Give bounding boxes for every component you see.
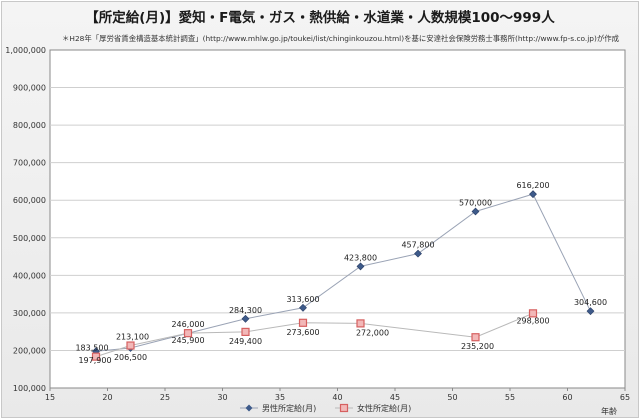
x-tick-label: 25 — [160, 393, 170, 402]
y-tick-label: 300,000 — [13, 309, 46, 318]
female-data-label: 273,600 — [286, 328, 319, 337]
female-data-point — [298, 318, 308, 327]
male-data-label: 570,000 — [459, 198, 492, 207]
y-tick-label: 800,000 — [13, 121, 46, 130]
x-tick-label: 45 — [390, 393, 400, 402]
female-data-point — [126, 341, 135, 350]
male-data-point — [586, 307, 595, 316]
x-tick-label: 35 — [275, 393, 285, 402]
chart-source-note: ＊H28年「厚労省賃金構造基本統計調査」(http://www.mhlw.go.… — [62, 34, 620, 43]
male-data-point — [414, 249, 422, 258]
female-series-line — [95, 312, 534, 358]
female-data-label: 272,000 — [356, 328, 389, 337]
female-data-point — [528, 309, 538, 318]
male-data-label: 313,600 — [286, 295, 319, 304]
male-data-label: 457,800 — [401, 241, 434, 250]
male-data-label: 284,300 — [229, 306, 262, 315]
x-tick-label: 60 — [562, 393, 572, 402]
female-data-label: 235,200 — [461, 342, 494, 351]
female-data-point — [471, 333, 480, 342]
female-data-label: 213,100 — [116, 333, 149, 342]
female-data-label: 183,500 — [75, 344, 108, 353]
y-tick-label: 600,000 — [13, 196, 46, 205]
x-tick-label: 65 — [620, 393, 630, 402]
plot-background — [49, 49, 626, 389]
male-data-label: 197,900 — [78, 356, 111, 365]
female-data-point — [91, 352, 101, 361]
y-tick-label: 200,000 — [13, 346, 46, 355]
male-data-point — [356, 262, 365, 271]
y-tick-label: 700,000 — [13, 159, 46, 168]
female-data-point — [183, 329, 193, 338]
x-tick-label: 40 — [332, 393, 342, 402]
female-data-label: 249,400 — [229, 337, 262, 346]
male-data-label: 245,900 — [171, 336, 204, 345]
female-data-point — [356, 319, 365, 328]
male-data-label: 616,200 — [516, 181, 549, 190]
x-tick-label: 30 — [217, 393, 227, 402]
male-data-label: 423,800 — [344, 253, 377, 262]
female-data-point — [241, 327, 250, 336]
y-tick-label: 500,000 — [13, 234, 46, 243]
female-data-label: 298,800 — [516, 316, 549, 325]
y-tick-label: 900,000 — [13, 84, 46, 93]
series-lines — [95, 193, 591, 358]
legend-label: 男性所定給(月) — [262, 403, 316, 413]
female-data-label: 246,000 — [171, 320, 204, 329]
legend-marker-female — [339, 403, 349, 413]
male-data-label: 206,500 — [114, 353, 147, 362]
legend: 男性所定給(月) 女性所定給(月) — [240, 403, 411, 413]
legend-label: 女性所定給(月) — [357, 403, 411, 413]
legend-marker-male — [245, 404, 253, 412]
y-tick-label: 400,000 — [13, 271, 46, 280]
male-data-point — [471, 207, 480, 216]
male-data-point — [241, 314, 250, 323]
male-data-point — [299, 303, 307, 312]
data-labels: 197,900 206,500 245,900 284,300 313,600 423,8… — [75, 181, 607, 365]
x-axis-ticks: 15 20 25 30 35 40 45 50 55 60 65 — [45, 388, 630, 402]
x-axis-label: 年齢 — [601, 406, 617, 416]
plot-area — [49, 49, 626, 389]
male-series-line — [95, 193, 591, 352]
male-data-point — [529, 190, 537, 199]
chart-title: 【所定給(月)】愛知・F電気・ガス・熱供給・水道業・人数規模100～999人 — [85, 10, 555, 26]
y-tick-label: 1,000,000 — [5, 46, 46, 55]
male-data-label: 304,600 — [574, 298, 607, 307]
y-axis-ticks: 100,000 200,000 300,000 400,000 500,000 600,0… — [5, 46, 46, 393]
y-tick-label: 100,000 — [13, 384, 46, 393]
series-markers — [91, 190, 595, 361]
x-tick-label: 55 — [505, 393, 515, 402]
x-tick-label: 20 — [102, 393, 112, 402]
x-tick-label: 15 — [45, 393, 55, 402]
x-tick-label: 50 — [447, 393, 457, 402]
